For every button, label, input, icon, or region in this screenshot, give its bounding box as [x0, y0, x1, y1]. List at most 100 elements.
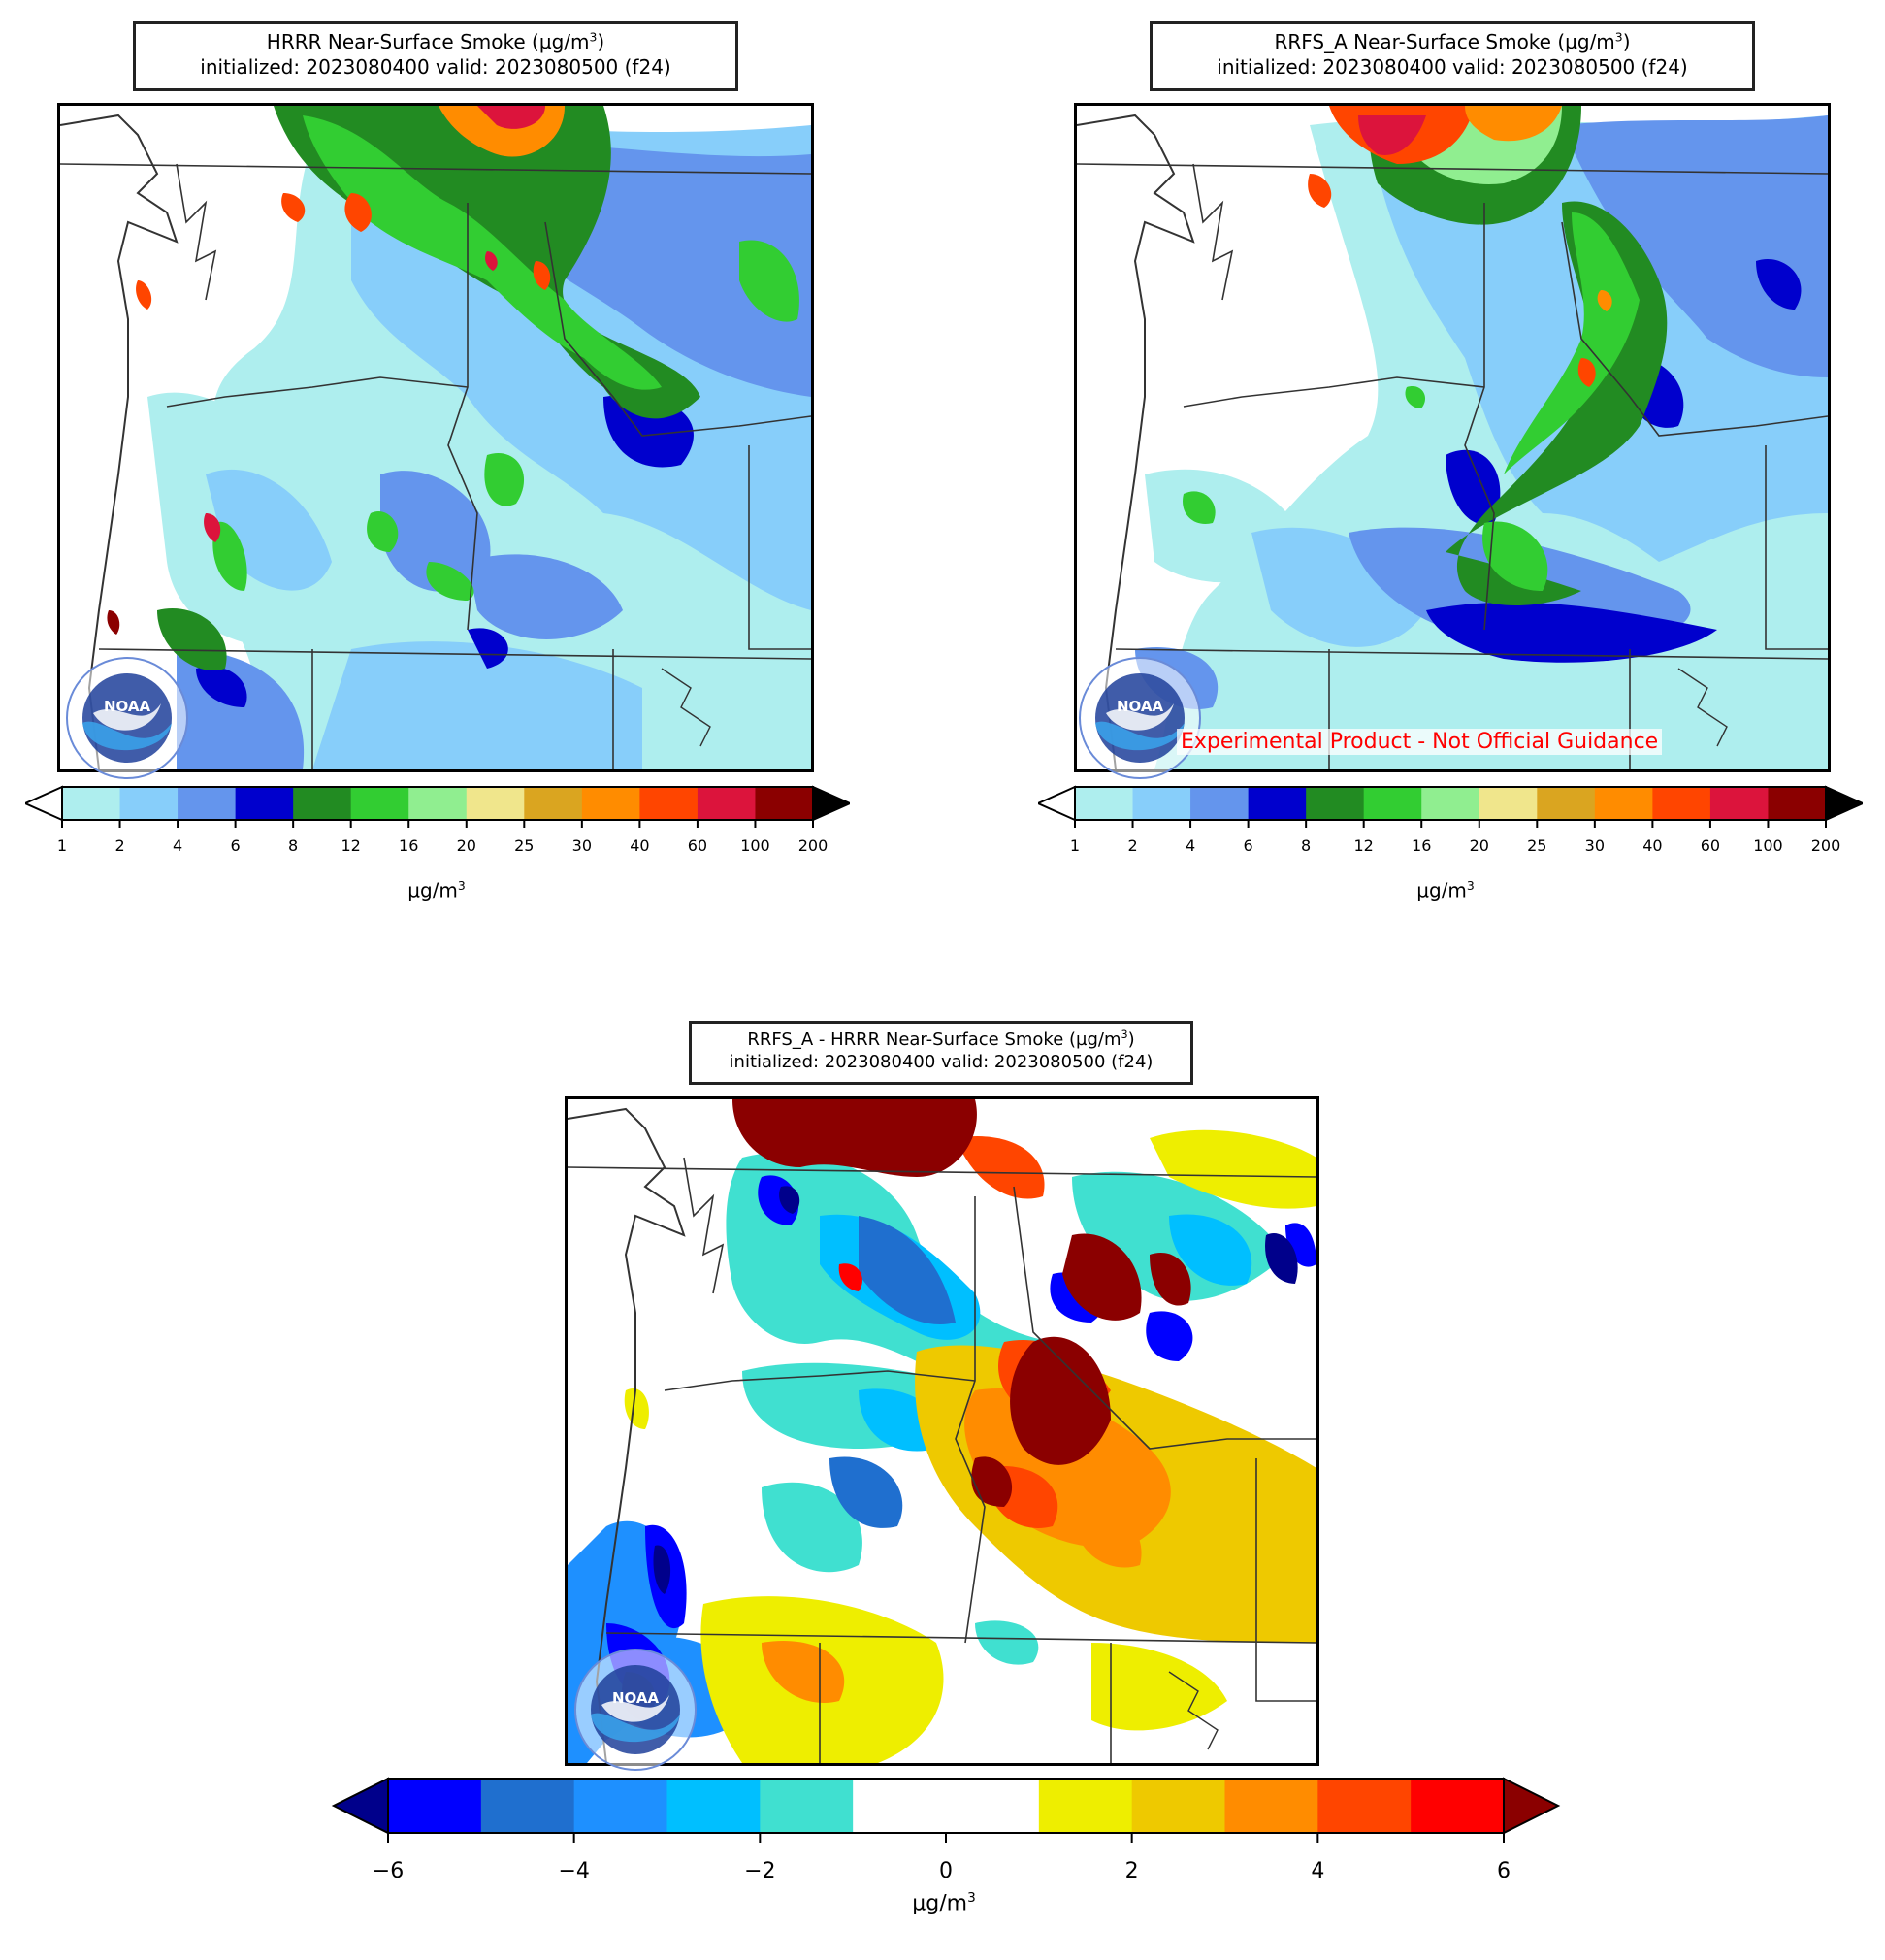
difference-map	[565, 1096, 1319, 1766]
rrfs-colorbar-color-segment	[1768, 787, 1827, 820]
hrrr-colorbar-color-segment	[178, 787, 237, 820]
rrfs-colorbar-units: µg/m3	[1416, 878, 1475, 902]
rrfs-title-box: RRFS_A Near-Surface Smoke (µg/m3) initia…	[1150, 21, 1755, 91]
difference-colorbar-tick-label: −2	[744, 1859, 775, 1879]
rrfs-colorbar-over-extension	[1825, 785, 1863, 822]
hrrr-colorbar-color-segment	[466, 787, 525, 820]
difference-colorbar-under-extension	[331, 1777, 389, 1835]
rrfs-colorbar-tick-label: 200	[1811, 836, 1841, 855]
hrrr-colorbar-tick-label: 60	[688, 836, 707, 855]
hrrr-colorbar-tick-label: 16	[399, 836, 418, 855]
hrrr-colorbar-color-segment	[119, 787, 179, 820]
svg-text:NOAA: NOAA	[1117, 698, 1164, 715]
rrfs-colorbar-tick-label: 100	[1753, 836, 1783, 855]
rrfs-title: RRFS_A Near-Surface Smoke (µg/m3)	[1274, 29, 1631, 53]
coastline	[60, 114, 179, 769]
difference-title: RRFS_A - HRRR Near-Surface Smoke (µg/m3)	[747, 1029, 1135, 1050]
difference-colorbar-units: µg/m3	[912, 1890, 976, 1916]
hrrr-colorbar: 1 2 4 6 8 12 16 20 25 30 40 60 100 200	[25, 785, 850, 855]
rrfs-colorbar-tick-label: 40	[1642, 836, 1662, 855]
hrrr-colorbar-tick-label: 4	[173, 836, 182, 855]
hrrr-colorbar-tick-label: 6	[231, 836, 241, 855]
rrfs-colorbar-color-segment	[1132, 787, 1191, 820]
hrrr-colorbar-over-extension	[812, 785, 850, 822]
rrfs-colorbar-color-segment	[1248, 787, 1307, 820]
rrfs-colorbar-tick-label: 8	[1301, 836, 1311, 855]
noaa-logo-icon: NOAA	[66, 657, 188, 779]
rrfs-colorbar-tick-label: 4	[1186, 836, 1195, 855]
difference-colorbar-color-segment	[853, 1779, 947, 1833]
rrfs-colorbar-tick-label: 60	[1701, 836, 1720, 855]
difference-colorbar-tick-label: 2	[1125, 1859, 1139, 1879]
rrfs-colorbar-color-segment	[1479, 787, 1538, 820]
rrfs-colorbar-tick-label: 12	[1354, 836, 1374, 855]
rrfs-colorbar-color-segment	[1190, 787, 1250, 820]
experimental-watermark: Experimental Product - Not Official Guid…	[1177, 729, 1663, 755]
rrfs-colorbar-color-segment	[1363, 787, 1422, 820]
difference-colorbar-color-segment	[666, 1779, 761, 1833]
state-border	[166, 376, 469, 408]
rrfs-colorbar-tick-label: 30	[1585, 836, 1605, 855]
difference-colorbar-color-segment	[1411, 1779, 1505, 1833]
rrfs-subtitle: initialized: 2023080400 valid: 202308050…	[1217, 55, 1688, 79]
hrrr-colorbar-color-segment	[408, 787, 468, 820]
hrrr-colorbar-tick-label: 25	[514, 836, 534, 855]
rrfs-colorbar-tick-label: 6	[1244, 836, 1253, 855]
difference-colorbar-color-segment	[1038, 1779, 1133, 1833]
rrfs-colorbar-under-extension	[1038, 785, 1076, 822]
hrrr-colorbar-tick-label: 40	[630, 836, 649, 855]
difference-colorbar-color-segment	[1317, 1779, 1412, 1833]
coastline	[568, 1107, 686, 1763]
rrfs-smoke-map	[1074, 103, 1831, 772]
hrrr-colorbar-color-segment	[235, 787, 294, 820]
hrrr-colorbar-tick-label: 20	[457, 836, 476, 855]
noaa-logo-icon: NOAA	[574, 1649, 697, 1771]
hrrr-colorbar-tick-label: 2	[114, 836, 124, 855]
difference-colorbar-color-segment	[1224, 1779, 1318, 1833]
hrrr-colorbar-color-segment	[755, 787, 814, 820]
difference-colorbar-color-segment	[573, 1779, 667, 1833]
large-positive-difference	[732, 1099, 977, 1177]
hrrr-colorbar-color-segment	[350, 787, 409, 820]
difference-colorbar-over-extension	[1503, 1777, 1561, 1835]
rrfs-colorbar-color-segment	[1306, 787, 1365, 820]
svg-text:NOAA: NOAA	[104, 698, 151, 715]
difference-colorbar-tick-label: −6	[373, 1859, 404, 1879]
difference-colorbar-color-segment	[760, 1779, 854, 1833]
hrrr-smoke-map	[57, 103, 814, 772]
difference-subtitle: initialized: 2023080400 valid: 202308050…	[729, 1052, 1154, 1073]
difference-colorbar-color-segment	[388, 1779, 482, 1833]
rrfs-colorbar-color-segment	[1594, 787, 1653, 820]
hrrr-colorbar-tick-label: 1	[57, 836, 67, 855]
rrfs-colorbar: 1 2 4 6 8 12 16 20 25 30 40 60 100 200	[1038, 785, 1863, 855]
hrrr-title-box: HRRR Near-Surface Smoke (µg/m3) initiali…	[133, 21, 738, 91]
rrfs-colorbar-tick-label: 25	[1527, 836, 1546, 855]
rrfs-colorbar-color-segment	[1075, 787, 1134, 820]
rrfs-colorbar-color-segment	[1421, 787, 1480, 820]
difference-colorbar-tick-label: −4	[558, 1859, 589, 1879]
difference-colorbar-tick-label: 6	[1497, 1859, 1511, 1879]
hrrr-colorbar-color-segment	[62, 787, 121, 820]
difference-colorbar-color-segment	[946, 1779, 1040, 1833]
difference-colorbar-color-segment	[480, 1779, 575, 1833]
difference-colorbar: −6 −4 −2 0 2 4 6	[331, 1777, 1561, 1879]
hrrr-subtitle: initialized: 2023080400 valid: 202308050…	[200, 55, 671, 79]
coastline	[1077, 114, 1195, 769]
rrfs-colorbar-tick-label: 1	[1070, 836, 1080, 855]
hrrr-colorbar-color-segment	[524, 787, 583, 820]
difference-title-box: RRFS_A - HRRR Near-Surface Smoke (µg/m3)…	[689, 1021, 1193, 1085]
hrrr-title: HRRR Near-Surface Smoke (µg/m3)	[266, 29, 605, 53]
hrrr-colorbar-tick-label: 30	[572, 836, 592, 855]
rrfs-colorbar-tick-label: 20	[1470, 836, 1489, 855]
rrfs-colorbar-tick-label: 2	[1127, 836, 1137, 855]
hrrr-colorbar-units: µg/m3	[407, 878, 466, 902]
smoke-field-dark	[1426, 602, 1717, 663]
hrrr-colorbar-under-extension	[25, 785, 63, 822]
hrrr-colorbar-color-segment	[581, 787, 640, 820]
difference-colorbar-tick-label: 4	[1311, 1859, 1324, 1879]
hrrr-colorbar-tick-label: 100	[740, 836, 770, 855]
hrrr-colorbar-color-segment	[697, 787, 756, 820]
difference-colorbar-color-segment	[1131, 1779, 1225, 1833]
hrrr-colorbar-tick-label: 12	[341, 836, 361, 855]
rrfs-colorbar-color-segment	[1709, 787, 1769, 820]
